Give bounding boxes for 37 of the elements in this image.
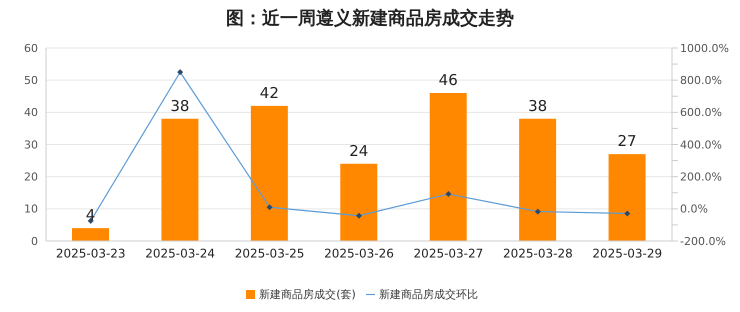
- bar: [72, 228, 109, 241]
- legend-label: 新建商品房成交环比: [378, 288, 478, 301]
- chart-title: 图：近一周遵义新建商品房成交走势: [225, 7, 515, 31]
- legend-label: 新建商品房成交(套): [259, 288, 356, 301]
- y2-tick-label: 800.0%: [680, 74, 722, 88]
- x-tick-label: 2025-03-24: [145, 246, 216, 261]
- data-label: 38: [170, 96, 190, 115]
- y2-tick-label: 600.0%: [680, 106, 722, 120]
- bar: [430, 93, 467, 241]
- y2-tick-label: 400.0%: [680, 138, 722, 152]
- data-label: 24: [349, 142, 368, 160]
- bar: [519, 118, 556, 241]
- bar: [161, 118, 198, 241]
- bar: [250, 106, 288, 241]
- y-tick-label: 50: [24, 74, 38, 88]
- x-tick-label: 2025-03-29: [592, 246, 662, 261]
- y-tick-label: 0: [31, 234, 38, 248]
- x-tick-label: 2025-03-28: [502, 246, 573, 261]
- x-tick-label: 2025-03-25: [234, 246, 304, 261]
- y2-tick-label: -200.0%: [680, 234, 726, 248]
- data-label: 38: [528, 96, 548, 115]
- x-tick-label: 2025-03-27: [414, 246, 484, 261]
- y2-tick-label: 1000.0%: [680, 42, 729, 55]
- y-tick-label: 40: [24, 106, 38, 120]
- bar: [340, 164, 378, 241]
- data-label: 42: [260, 84, 279, 102]
- x-tick-label: 2025-03-26: [324, 246, 394, 261]
- x-tick-label: 2025-03-23: [56, 246, 126, 261]
- y2-tick-label: 200.0%: [680, 170, 722, 184]
- y-tick-label: 20: [24, 170, 38, 184]
- y-tick-label: 60: [24, 42, 38, 55]
- y-tick-label: 30: [24, 138, 38, 152]
- data-label: 27: [618, 132, 637, 150]
- bar: [608, 154, 646, 241]
- y-tick-label: 10: [24, 202, 38, 216]
- data-label: 46: [438, 71, 458, 90]
- y2-tick-label: 0.0%: [680, 202, 708, 216]
